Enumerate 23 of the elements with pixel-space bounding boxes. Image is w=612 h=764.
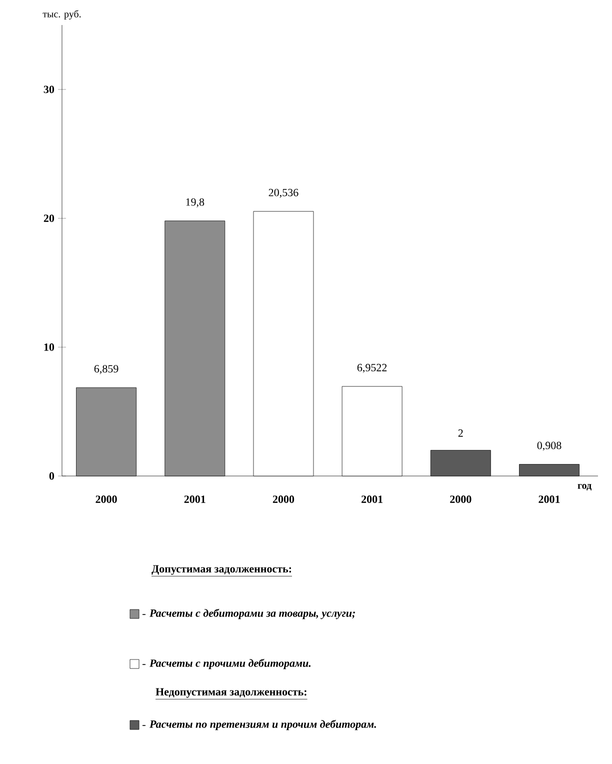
y-tick-label: 10 [44,343,54,351]
data-label: 20,536 [268,188,298,198]
x-tick-label: 2001 [184,496,206,503]
y-axis-title: тыс. руб. [42,10,81,20]
legend-label: Расчеты по претензиям и прочим дебиторам. [150,720,376,730]
x-tick-label: 2000 [96,496,117,503]
data-label: 19,8 [186,198,204,208]
text: Недопустимая задолженность: [156,688,306,698]
y-tick-label: 20 [44,214,54,222]
y-tick-label: 30 [44,86,54,94]
data-label: 6,9522 [357,364,387,373]
text: Допустимая задолженность: [152,565,292,575]
data-label: 6,859 [94,365,118,374]
x-tick-label: 2000 [450,496,472,503]
data-label: 2 [458,429,463,437]
x-tick-label: 2001 [538,496,560,503]
x-tick-label: 2000 [272,496,294,503]
legend-label: Расчеты с прочими дебиторами. [150,658,311,670]
data-label: 0,908 [537,442,562,451]
legend-label: Расчеты с дебиторами за товары, услуги; [150,608,355,620]
y-tick-label: 0 [49,472,54,480]
x-tick-label: 2001 [362,496,383,503]
x-axis-title: год [578,484,592,490]
